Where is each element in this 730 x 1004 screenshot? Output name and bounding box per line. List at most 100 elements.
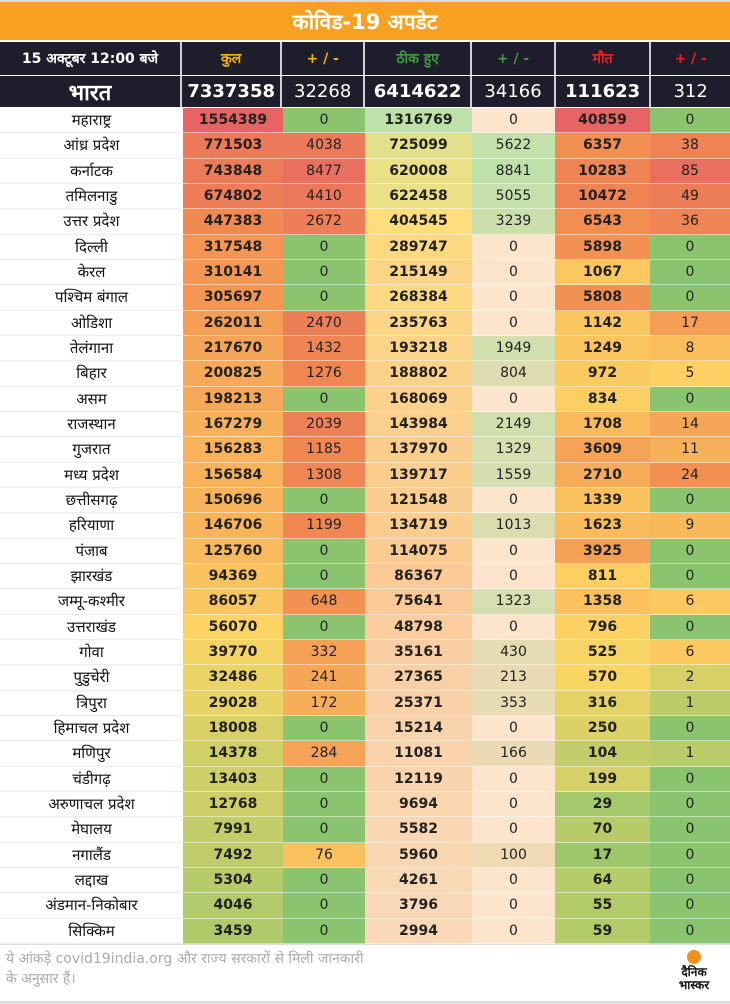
dainik-bhaskar-logo: दैनिक भास्कर: [664, 947, 724, 992]
deaths-delta: 1: [650, 690, 730, 716]
recovered-delta: 0: [472, 386, 555, 412]
total-cases: 14378: [183, 741, 283, 767]
state-name: पंजाब: [0, 538, 183, 564]
total-cases: 262011: [183, 310, 283, 336]
recovered: 188802: [365, 361, 472, 387]
deaths-delta: 8: [650, 335, 730, 362]
total-cases: 7492: [183, 842, 283, 868]
table-row: राजस्थान 167279 2039 143984 2149 1708 14: [0, 411, 730, 438]
total-delta: 241: [283, 665, 365, 691]
total-delta: 1199: [283, 513, 365, 539]
total-delta: 648: [283, 589, 365, 615]
deaths-delta: 24: [650, 462, 730, 488]
total-delta: 76: [283, 842, 365, 868]
recovered-delta: 0: [472, 538, 555, 564]
deaths: 199: [555, 766, 650, 792]
table-row: मेघालय 7991 0 5582 0 70 0: [0, 817, 730, 843]
page-title: कोविड-19 अपडेट: [0, 0, 730, 40]
total-delta: 0: [283, 538, 365, 564]
deaths: 5898: [555, 234, 650, 260]
state-name: तेलंगाना: [0, 335, 183, 362]
state-name: बिहार: [0, 361, 183, 387]
india-label: भारत: [0, 76, 180, 107]
table-row: अरुणाचल प्रदेश 12768 0 9694 0 29 0: [0, 791, 730, 818]
deaths: 316: [555, 690, 650, 716]
state-name: छत्तीसगढ़: [0, 487, 183, 514]
recovered: 9694: [365, 791, 472, 818]
table-row: उत्तर प्रदेश 447383 2672 404545 3239 6543 36: [0, 209, 730, 235]
deaths-delta: 17: [650, 310, 730, 336]
recovered: 5960: [365, 842, 472, 868]
deaths: 3609: [555, 437, 650, 463]
table-row: पंजाब 125760 0 114075 0 3925 0: [0, 538, 730, 564]
recovered: 143984: [365, 411, 472, 438]
recovered-delta: 3239: [472, 209, 555, 235]
total-cases: 94369: [183, 563, 283, 590]
deaths-delta: 6: [650, 589, 730, 615]
state-name: मध्य प्रदेश: [0, 462, 183, 488]
deaths: 525: [555, 639, 650, 666]
recovered: 48798: [365, 614, 472, 640]
table-row: गुजरात 156283 1185 137970 1329 3609 11: [0, 437, 730, 463]
recovered: 137970: [365, 437, 472, 463]
total-delta: 4410: [283, 183, 365, 210]
deaths-delta: 1: [650, 741, 730, 767]
total-delta: 0: [283, 614, 365, 640]
total-cases: 150696: [183, 487, 283, 514]
recovered-delta: 1329: [472, 437, 555, 463]
table-row: झारखंड 94369 0 86367 0 811 0: [0, 563, 730, 590]
recovered-delta: 0: [472, 918, 555, 944]
total-cases: 12768: [183, 791, 283, 818]
table-row: आंध्र प्रदेश 771503 4038 725099 5622 6357 38: [0, 133, 730, 159]
state-name: हरियाणा: [0, 513, 183, 539]
total-cases: 743848: [183, 158, 283, 184]
logo-line1: दैनिक: [681, 965, 707, 979]
recovered-delta: 0: [472, 893, 555, 919]
total-delta: 0: [283, 893, 365, 919]
total-cases: 156283: [183, 437, 283, 463]
total-delta: 1308: [283, 462, 365, 488]
recovered-delta: 0: [472, 285, 555, 311]
deaths: 29: [555, 791, 650, 818]
recovered: 725099: [365, 133, 472, 159]
state-name: अरुणाचल प्रदेश: [0, 791, 183, 818]
table-row: दिल्ली 317548 0 289747 0 5898 0: [0, 234, 730, 260]
state-name: गुजरात: [0, 437, 183, 463]
recovered-delta: 0: [472, 817, 555, 843]
deaths-delta: 14: [650, 411, 730, 438]
deaths-delta: 5: [650, 361, 730, 387]
date-header: 15 अक्टूबर 12:00 बजे: [0, 42, 180, 75]
deaths-delta: 0: [650, 918, 730, 944]
total-cases: 7991: [183, 817, 283, 843]
india-total: 7337358: [181, 76, 281, 107]
recovered-delta: 804: [472, 361, 555, 387]
state-name: आंध्र प्रदेश: [0, 133, 183, 159]
india-deaths: 111623: [555, 76, 650, 107]
state-name: जम्मू-कश्मीर: [0, 589, 183, 615]
state-name: त्रिपुरा: [0, 690, 183, 716]
india-recovered: 6414622: [365, 76, 471, 107]
recovered: 5582: [365, 817, 472, 843]
table-row: हिमाचल प्रदेश 18008 0 15214 0 250 0: [0, 715, 730, 742]
recovered-delta: 0: [472, 867, 555, 894]
india-total-row: भारत 7337358 32268 6414622 34166 111623 …: [0, 76, 730, 107]
recovered-delta: 166: [472, 741, 555, 767]
recovered-delta: 0: [472, 715, 555, 742]
recovered-delta: 0: [472, 259, 555, 286]
total-delta: 1276: [283, 361, 365, 387]
total-cases: 156584: [183, 462, 283, 488]
deaths: 1142: [555, 310, 650, 336]
deaths-delta: 0: [650, 614, 730, 640]
recovered: 235763: [365, 310, 472, 336]
total-delta: 172: [283, 690, 365, 716]
recovered: 193218: [365, 335, 472, 362]
recovered-delta: 100: [472, 842, 555, 868]
table-row: हरियाणा 146706 1199 134719 1013 1623 9: [0, 513, 730, 539]
deaths: 10472: [555, 183, 650, 210]
state-name: केरल: [0, 259, 183, 286]
deaths-delta: 36: [650, 209, 730, 235]
total-cases: 5304: [183, 867, 283, 894]
state-name: महाराष्ट्र: [0, 108, 183, 134]
table-row: पुडुचेरी 32486 241 27365 213 570 2: [0, 665, 730, 691]
total-cases: 1554389: [183, 108, 283, 134]
